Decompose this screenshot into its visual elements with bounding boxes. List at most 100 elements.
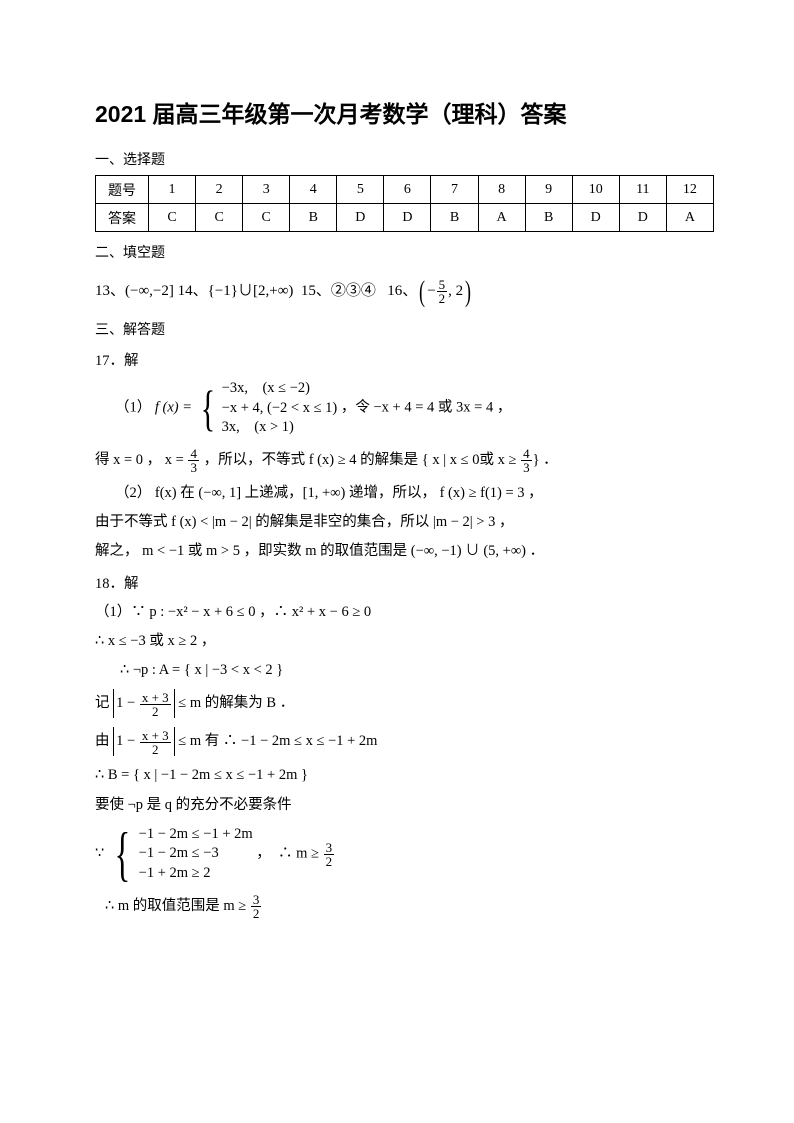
text: ≤ m 有 ∴ −1 − 2m ≤ x ≤ −1 + 2m — [175, 733, 378, 749]
cell: A — [478, 204, 525, 232]
page-title: 2021 届高三年级第一次月考数学（理科）答案 — [95, 95, 714, 129]
solution-line: （1） f (x) = { −3x, (x ≤ −2) −x + 4, (−2 … — [115, 379, 714, 438]
cell: D — [619, 204, 666, 232]
solution-line: 由 1 − x + 32 ≤ m 有 ∴ −1 − 2m ≤ x ≤ −1 + … — [95, 727, 714, 756]
system-rows: −1 − 2m ≤ −1 + 2m −1 − 2m ≤ −3 −1 + 2m ≥… — [139, 825, 253, 884]
numerator: 3 — [324, 841, 335, 855]
fraction: 43 — [188, 447, 199, 474]
numerator: x + 3 — [140, 729, 171, 743]
q14-label: 14、 — [178, 283, 208, 299]
denominator: 2 — [251, 907, 262, 920]
piecewise-row: −x + 4, (−2 < x ≤ 1) — [222, 399, 338, 419]
numerator: 5 — [437, 278, 448, 292]
q16-label: 16、 — [387, 283, 417, 299]
abs-value: 1 − x + 32 — [113, 727, 175, 756]
solution-line: 记 1 − x + 32 ≤ m 的解集为 B ． — [95, 689, 714, 718]
q15-label: 15、 — [301, 283, 331, 299]
solution-line: ∵ { −1 − 2m ≤ −1 + 2m −1 − 2m ≤ −3 −1 + … — [95, 824, 714, 884]
piecewise-row: 3x, (x > 1) — [222, 418, 338, 438]
cell: 4 — [290, 176, 337, 204]
cell: 3 — [243, 176, 290, 204]
piecewise: { −3x, (x ≤ −2) −x + 4, (−2 < x ≤ 1) 3x,… — [196, 379, 338, 438]
section-2-header: 二、填空题 — [95, 242, 714, 262]
fraction: 32 — [251, 893, 262, 920]
piecewise-row: −3x, (x ≤ −2) — [222, 379, 338, 399]
cell: 2 — [196, 176, 243, 204]
cell: 11 — [619, 176, 666, 204]
solution-line: ∴ x ≤ −3 或 x ≥ 2 ， — [95, 631, 714, 651]
cell: C — [196, 204, 243, 232]
q13-answer: (−∞,−2] — [125, 283, 174, 299]
fraction: 32 — [324, 841, 335, 868]
solution-line: 得 x = 0 ， x = 43 ，所以，不等式 f (x) ≥ 4 的解集是 … — [95, 447, 714, 474]
page-root: 2021 届高三年级第一次月考数学（理科）答案 一、选择题 题号 1 2 3 4… — [0, 0, 794, 1123]
numerator: 3 — [251, 893, 262, 907]
cell: A — [666, 204, 713, 232]
fraction: x + 32 — [140, 729, 171, 756]
fraction: 43 — [521, 447, 532, 474]
section-1-header: 一、选择题 — [95, 149, 714, 169]
text: ∴ m 的取值范围是 m ≥ — [105, 898, 250, 914]
q13-label: 13、 — [95, 283, 125, 299]
problem-18-header: 18．解 — [95, 572, 714, 593]
denominator: 2 — [437, 292, 448, 305]
system-row: −1 + 2m ≥ 2 — [139, 864, 253, 884]
solution-line: 由于不等式 f (x) < |m − 2| 的解集是非空的集合，所以 |m − … — [95, 512, 714, 532]
denominator: 2 — [150, 705, 161, 718]
numerator: 4 — [188, 447, 199, 461]
q15-answer: ②③④ — [331, 283, 376, 299]
cell: D — [384, 204, 431, 232]
q16-part: , 2 — [448, 283, 463, 299]
solution-line: （1）∵ p : −x² − x + 6 ≤ 0 ，∴ x² + x − 6 ≥… — [95, 602, 714, 622]
solution-line: 解之， m < −1 或 m > 5 ，即实数 m 的取值范围是 (−∞, −1… — [95, 541, 714, 561]
table-row: 题号 1 2 3 4 5 6 7 8 9 10 11 12 — [96, 176, 714, 204]
text: 由 — [95, 733, 113, 749]
solution-line: ∴ m 的取值范围是 m ≥ 32 — [105, 893, 714, 920]
row-label: 题号 — [96, 176, 149, 204]
text: ∵ — [95, 845, 104, 861]
text: 记 — [95, 695, 113, 711]
denominator: 2 — [324, 855, 335, 868]
left-brace-icon: { — [114, 824, 130, 884]
cell: D — [337, 204, 384, 232]
cell: C — [243, 204, 290, 232]
fraction: x + 32 — [140, 691, 171, 718]
cell: B — [290, 204, 337, 232]
text: ，所以，不等式 f (x) ≥ 4 的解集是 { x | x ≤ 0或 x ≥ — [200, 452, 520, 468]
row-label: 答案 — [96, 204, 149, 232]
answers-table: 题号 1 2 3 4 5 6 7 8 9 10 11 12 答案 C C C B… — [95, 175, 714, 232]
text: 1 − — [116, 733, 139, 749]
fill-answers-line: 13、(−∞,−2] 14、{−1}∪[2,+∞) 15、②③④ 16、(−52… — [95, 278, 714, 305]
q14-answer: {−1}∪[2,+∞) — [208, 283, 294, 299]
cell: 1 — [149, 176, 196, 204]
text: ，令 −x + 4 = 4 或 3x = 4 ， — [341, 400, 511, 416]
piecewise-rows: −3x, (x ≤ −2) −x + 4, (−2 < x ≤ 1) 3x, (… — [222, 379, 338, 438]
cell: B — [431, 204, 478, 232]
cell: 5 — [337, 176, 384, 204]
cell: C — [149, 204, 196, 232]
fx-label: f (x) = — [155, 400, 196, 416]
problem-17-header: 17．解 — [95, 349, 714, 370]
part-label: （1） — [115, 400, 151, 416]
abs-value: 1 − x + 32 — [113, 689, 175, 718]
system-row: −1 − 2m ≤ −3 — [139, 844, 253, 864]
numerator: x + 3 — [140, 691, 171, 705]
denominator: 2 — [150, 743, 161, 756]
cell: 6 — [384, 176, 431, 204]
denominator: 3 — [521, 461, 532, 474]
text: 得 x = 0 ， x = — [95, 452, 187, 468]
system: { −1 − 2m ≤ −1 + 2m −1 − 2m ≤ −3 −1 + 2m… — [108, 824, 253, 884]
cell: 9 — [525, 176, 572, 204]
table-row: 答案 C C C B D D B A B D D A — [96, 204, 714, 232]
cell: D — [572, 204, 619, 232]
numerator: 4 — [521, 447, 532, 461]
q16-part: − — [427, 283, 435, 299]
text: 1 − — [116, 695, 139, 711]
solution-line: 要使 ¬p 是 q 的充分不必要条件 — [95, 795, 714, 815]
solution-line: （2） f(x) 在 (−∞, 1] 上递减，[1, +∞) 递增，所以， f … — [115, 483, 714, 503]
section-3-header: 三、解答题 — [95, 319, 714, 339]
system-row: −1 − 2m ≤ −1 + 2m — [139, 825, 253, 845]
text: } ． — [533, 452, 558, 468]
cell: B — [525, 204, 572, 232]
left-brace-icon: { — [200, 383, 214, 433]
